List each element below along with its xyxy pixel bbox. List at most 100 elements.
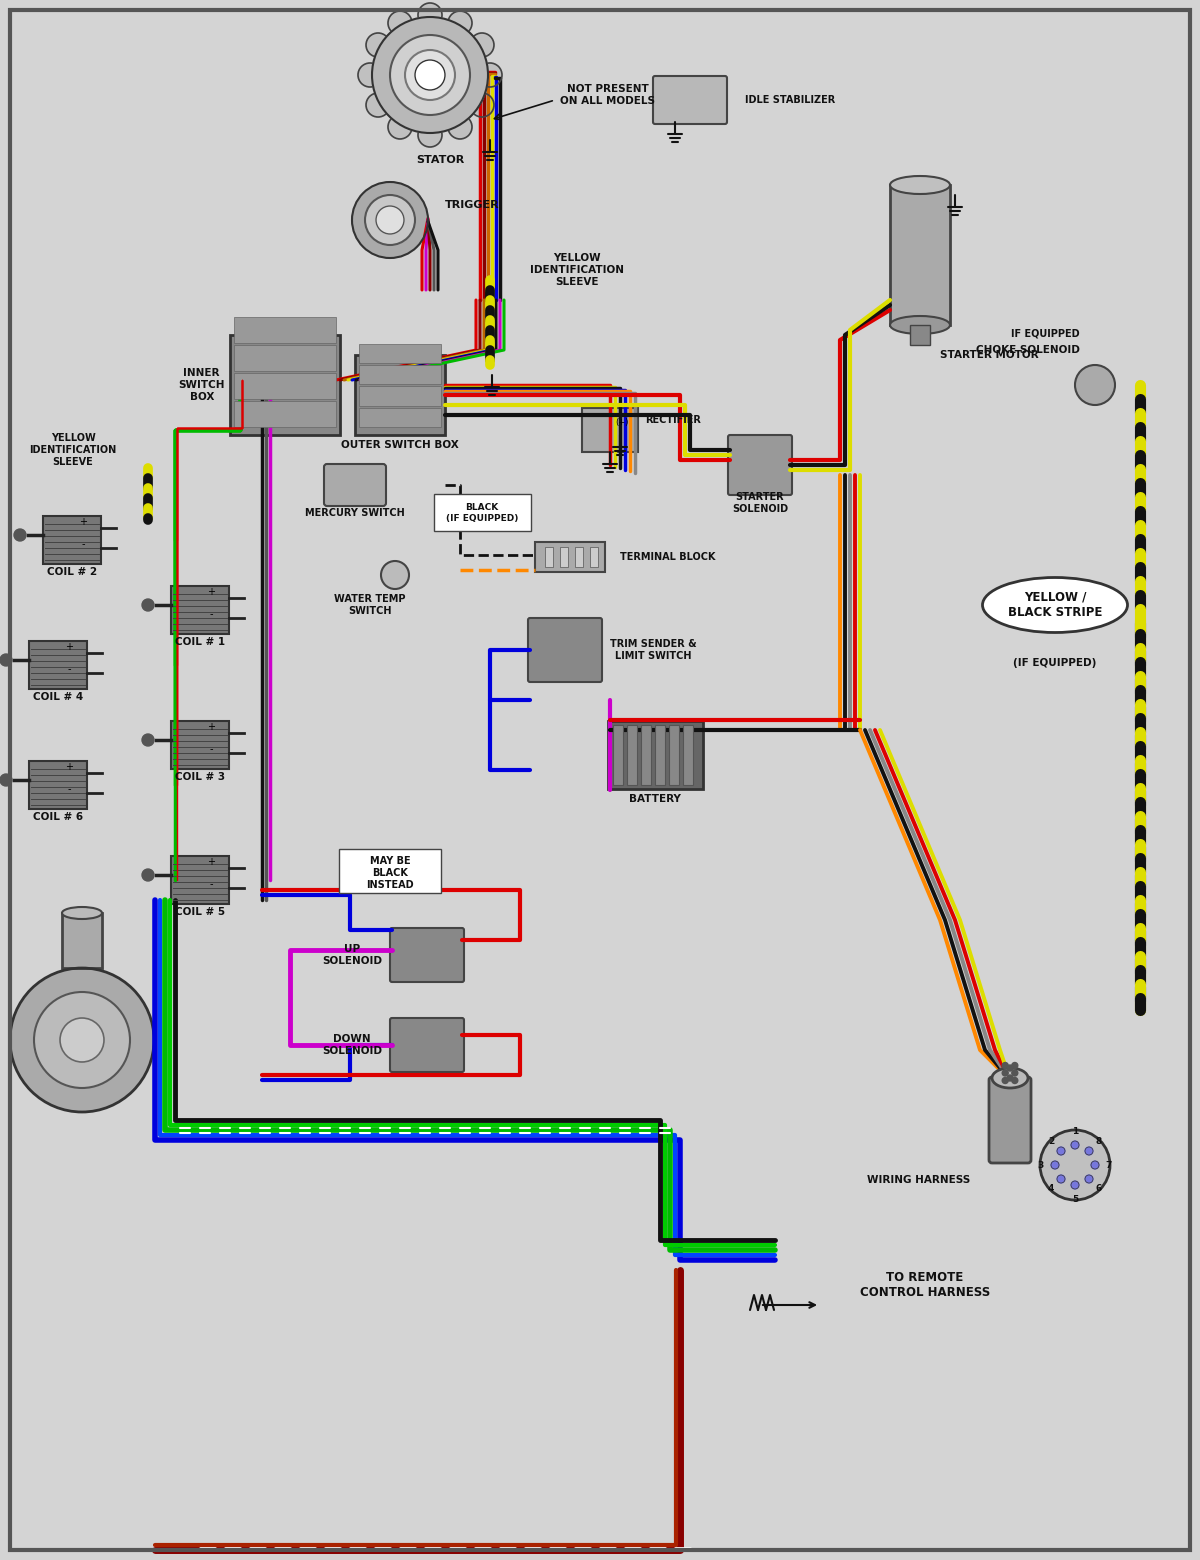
Text: COIL # 1: COIL # 1 <box>175 636 226 647</box>
Text: INNER
SWITCH
BOX: INNER SWITCH BOX <box>179 368 226 401</box>
Circle shape <box>1007 1065 1013 1072</box>
Text: -: - <box>67 785 71 794</box>
Circle shape <box>1057 1175 1066 1182</box>
Bar <box>612 725 623 785</box>
Bar <box>234 345 336 371</box>
Text: OUTER SWITCH BOX: OUTER SWITCH BOX <box>341 440 458 449</box>
Circle shape <box>0 654 12 666</box>
Bar <box>359 343 442 363</box>
Circle shape <box>1091 1161 1099 1168</box>
Circle shape <box>1085 1175 1093 1182</box>
Bar <box>535 541 605 573</box>
FancyBboxPatch shape <box>340 849 442 892</box>
Ellipse shape <box>983 577 1128 632</box>
Circle shape <box>1057 1147 1066 1154</box>
Bar <box>234 401 336 427</box>
Circle shape <box>14 529 26 541</box>
Text: +: + <box>65 643 73 652</box>
Bar <box>545 548 553 566</box>
Text: 6: 6 <box>1096 1184 1102 1193</box>
Circle shape <box>388 11 412 34</box>
Circle shape <box>418 123 442 147</box>
Circle shape <box>1051 1161 1060 1168</box>
Circle shape <box>1012 1062 1018 1069</box>
Circle shape <box>1002 1062 1008 1069</box>
Bar <box>890 186 950 324</box>
Circle shape <box>478 62 502 87</box>
Bar <box>230 335 340 435</box>
Bar <box>355 356 445 435</box>
Circle shape <box>448 115 472 139</box>
Bar <box>359 365 442 384</box>
FancyBboxPatch shape <box>324 463 386 505</box>
Text: 1: 1 <box>1072 1126 1078 1136</box>
Circle shape <box>470 33 494 58</box>
Circle shape <box>366 94 390 117</box>
Text: -: - <box>82 540 85 549</box>
Text: COIL # 2: COIL # 2 <box>47 566 97 577</box>
FancyBboxPatch shape <box>390 1019 464 1072</box>
Circle shape <box>0 774 12 786</box>
Text: TRIGGER: TRIGGER <box>445 200 499 211</box>
Text: COIL # 3: COIL # 3 <box>175 772 226 782</box>
Circle shape <box>388 115 412 139</box>
Text: 4: 4 <box>1048 1184 1055 1193</box>
Bar <box>234 317 336 343</box>
FancyBboxPatch shape <box>528 618 602 682</box>
Text: YELLOW
IDENTIFICATION
SLEEVE: YELLOW IDENTIFICATION SLEEVE <box>29 434 116 466</box>
Circle shape <box>358 62 382 87</box>
FancyBboxPatch shape <box>989 1076 1031 1164</box>
Bar <box>607 721 702 789</box>
Bar <box>172 721 229 769</box>
Text: UP
SOLENOID: UP SOLENOID <box>322 944 382 966</box>
Circle shape <box>1002 1078 1008 1084</box>
Text: MAY BE
BLACK
INSTEAD: MAY BE BLACK INSTEAD <box>366 856 414 889</box>
Circle shape <box>1040 1129 1110 1200</box>
Circle shape <box>1007 1075 1013 1081</box>
Circle shape <box>1002 1070 1008 1076</box>
Circle shape <box>60 1019 104 1062</box>
Text: MERCURY SWITCH: MERCURY SWITCH <box>305 509 404 518</box>
Circle shape <box>352 183 428 257</box>
Text: IF EQUIPPED: IF EQUIPPED <box>1012 328 1080 339</box>
Bar <box>582 409 638 452</box>
Circle shape <box>142 869 154 881</box>
Text: 5: 5 <box>1072 1195 1078 1203</box>
Circle shape <box>390 34 470 115</box>
Text: -: - <box>209 744 212 753</box>
Ellipse shape <box>62 906 102 919</box>
Bar <box>43 516 101 565</box>
Circle shape <box>142 599 154 612</box>
Bar <box>62 913 102 969</box>
Bar <box>29 761 88 810</box>
Text: -: - <box>209 608 212 619</box>
Text: CHOKE SOLENOID: CHOKE SOLENOID <box>976 345 1080 356</box>
Bar <box>626 725 636 785</box>
Text: (+): (+) <box>616 418 629 426</box>
Text: 8: 8 <box>1096 1137 1102 1145</box>
Text: 2: 2 <box>1048 1137 1055 1145</box>
Bar <box>590 548 598 566</box>
Text: YELLOW /
BLACK STRIPE: YELLOW / BLACK STRIPE <box>1008 591 1102 619</box>
Circle shape <box>418 3 442 27</box>
FancyBboxPatch shape <box>653 76 727 123</box>
Text: WATER TEMP
SWITCH: WATER TEMP SWITCH <box>335 594 406 616</box>
Text: RECTIFIER: RECTIFIER <box>646 415 701 424</box>
Text: TERMINAL BLOCK: TERMINAL BLOCK <box>620 552 715 562</box>
Circle shape <box>448 11 472 34</box>
Text: TRIM SENDER &
LIMIT SWITCH: TRIM SENDER & LIMIT SWITCH <box>610 640 697 661</box>
Text: (IF EQUIPPED): (IF EQUIPPED) <box>1013 658 1097 668</box>
Text: TO REMOTE
CONTROL HARNESS: TO REMOTE CONTROL HARNESS <box>860 1271 990 1299</box>
Bar <box>575 548 583 566</box>
Text: COIL # 6: COIL # 6 <box>32 813 83 822</box>
Text: IDLE STABILIZER: IDLE STABILIZER <box>745 95 835 105</box>
Circle shape <box>1075 365 1115 406</box>
Bar <box>29 641 88 690</box>
Circle shape <box>1012 1078 1018 1084</box>
Circle shape <box>1072 1140 1079 1150</box>
Text: COIL # 4: COIL # 4 <box>32 693 83 702</box>
Bar <box>172 587 229 633</box>
Text: +: + <box>208 722 215 732</box>
Circle shape <box>1072 1181 1079 1189</box>
Text: -: - <box>67 665 71 674</box>
